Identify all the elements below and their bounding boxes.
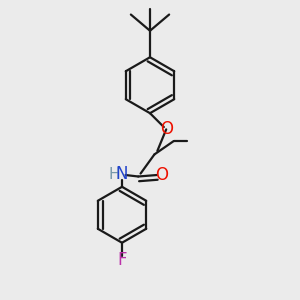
Text: H: H [108, 167, 119, 182]
Text: O: O [160, 120, 174, 138]
Text: N: N [116, 165, 128, 183]
Text: O: O [155, 166, 168, 184]
Text: F: F [117, 251, 127, 269]
